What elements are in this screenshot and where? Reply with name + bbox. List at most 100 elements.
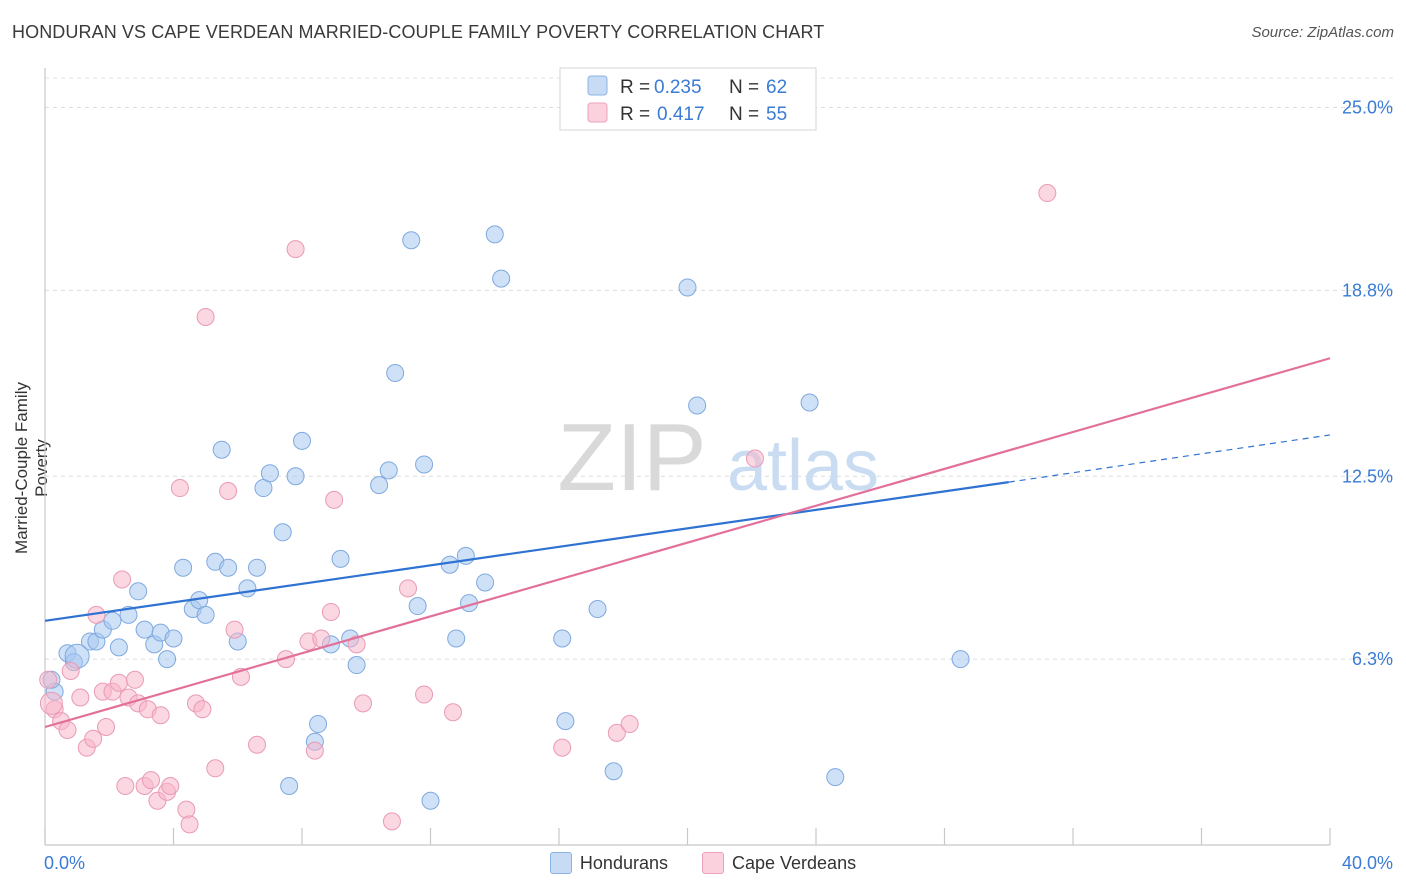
- cape-verdean-point: [206, 759, 225, 778]
- cape-verdean-point: [354, 694, 373, 713]
- cape-verdean-point: [745, 449, 764, 468]
- honduran-point: [476, 573, 495, 592]
- honduran-point: [588, 600, 607, 618]
- y-tick-label: 25.0%: [1342, 98, 1393, 118]
- honduran-point: [826, 768, 845, 787]
- honduran-point: [440, 555, 459, 574]
- cape-verdean-point: [125, 670, 144, 689]
- y-tick-label: 12.5%: [1342, 466, 1393, 486]
- legend-r-value-2: 0.417: [657, 104, 705, 125]
- trend-lines: [44, 357, 1331, 729]
- cape-verdean-point: [71, 688, 90, 707]
- cape-verdean-point: [312, 629, 331, 648]
- y-tick-labels: 6.3% 12.5% 18.8% 25.0%: [1342, 98, 1393, 670]
- cape-verdean-point: [97, 718, 116, 736]
- legend-box: R = 0.235 N = 62 R = 0.417 N = 55: [559, 67, 817, 131]
- cape-verdean-point: [61, 661, 80, 680]
- cape-verdean-point: [113, 570, 132, 589]
- honduran-point: [678, 278, 697, 297]
- cape-verdean-point: [382, 812, 401, 831]
- honduran-point: [273, 523, 292, 542]
- honduran-point: [386, 364, 405, 382]
- honduran-point: [492, 269, 511, 288]
- honduran-point: [248, 558, 267, 577]
- cape-verdean-point: [553, 738, 572, 757]
- cape-verdean-point: [58, 720, 77, 739]
- legend-r-value-1: 0.235: [654, 77, 702, 98]
- cape-verdean-point: [151, 706, 170, 725]
- axes: [44, 68, 1331, 846]
- legend-n-label-1: N =: [729, 77, 759, 98]
- cape-verdean-point: [620, 715, 639, 734]
- honduran-point: [604, 762, 623, 781]
- cape-verdean-point: [196, 307, 215, 326]
- honduran-point: [158, 650, 177, 669]
- honduran-point: [286, 467, 305, 486]
- honduran-point: [421, 791, 440, 810]
- legend-swatch: [549, 852, 572, 874]
- cape-verdean-point: [84, 729, 103, 748]
- honduran-point: [219, 558, 238, 577]
- legend-n-label-2: N =: [729, 104, 759, 125]
- y-tick-label: 6.3%: [1352, 649, 1393, 669]
- honduran-point: [408, 597, 427, 616]
- watermark: ZIP atlas: [557, 404, 879, 511]
- honduran-point: [280, 777, 299, 795]
- legend-r-label-2: R =: [620, 104, 650, 125]
- legend-r-label-1: R =: [620, 77, 650, 98]
- legend-label-hondurans: Hondurans: [579, 852, 668, 873]
- honduran-point: [415, 455, 434, 474]
- legend-swatch-hondurans: [587, 75, 608, 96]
- honduran-point: [553, 629, 572, 648]
- honduran-point: [447, 629, 466, 648]
- honduran-point: [485, 225, 504, 244]
- honduran-point: [164, 629, 183, 648]
- honduran-point: [688, 396, 707, 415]
- honduran-point: [370, 476, 389, 495]
- cape-verdeans-points: [39, 184, 1057, 834]
- cape-verdean-point: [415, 685, 434, 704]
- honduran-point: [196, 605, 215, 624]
- honduran-point: [238, 579, 257, 598]
- cape-verdeans-trend-line: [44, 357, 1331, 729]
- cape-verdean-point: [219, 482, 238, 500]
- honduran-point: [212, 440, 231, 459]
- cape-verdean-point: [443, 703, 462, 722]
- cape-verdean-point: [325, 490, 344, 509]
- legend-n-value-2: 55: [766, 104, 787, 125]
- watermark-zip: ZIP: [557, 404, 706, 511]
- cape-verdean-point: [39, 670, 58, 689]
- source-label: Source: ZipAtlas.com: [1251, 24, 1394, 41]
- cape-verdean-point: [286, 240, 305, 259]
- honduran-point: [951, 650, 970, 669]
- honduran-point: [119, 605, 138, 624]
- honduran-point: [556, 712, 575, 731]
- legend-n-value-1: 62: [766, 77, 787, 98]
- bottom-legend: Hondurans Cape Verdeans: [0, 852, 1406, 874]
- honduran-point: [103, 611, 122, 630]
- y-tick-label: 18.8%: [1342, 280, 1393, 300]
- legend-item-cape-verdeans[interactable]: Cape Verdeans: [701, 852, 856, 874]
- cape-verdean-point: [1038, 184, 1057, 203]
- x-tick-labels: 0.0% 40.0%: [44, 853, 1393, 873]
- honduran-point: [379, 461, 398, 480]
- cape-verdean-point: [248, 735, 267, 754]
- cape-verdean-point: [347, 635, 366, 654]
- cape-verdean-point: [399, 579, 418, 598]
- cape-verdean-point: [39, 691, 63, 715]
- cape-verdean-point: [607, 723, 626, 742]
- honduran-point: [260, 464, 279, 483]
- cape-verdean-point: [142, 771, 161, 790]
- cape-verdean-point: [305, 741, 324, 760]
- cape-verdean-point: [170, 479, 189, 498]
- cape-verdean-point: [225, 620, 244, 639]
- honduran-point: [174, 558, 193, 577]
- honduran-point: [309, 715, 328, 734]
- chart-title: HONDURAN VS CAPE VERDEAN MARRIED-COUPLE …: [12, 22, 825, 42]
- cape-verdean-point: [193, 700, 212, 719]
- legend-item-hondurans[interactable]: Hondurans: [549, 852, 668, 874]
- legend-swatch: [701, 852, 724, 874]
- cape-verdean-point: [177, 800, 196, 819]
- hondurans-trend-extension: [1008, 434, 1331, 483]
